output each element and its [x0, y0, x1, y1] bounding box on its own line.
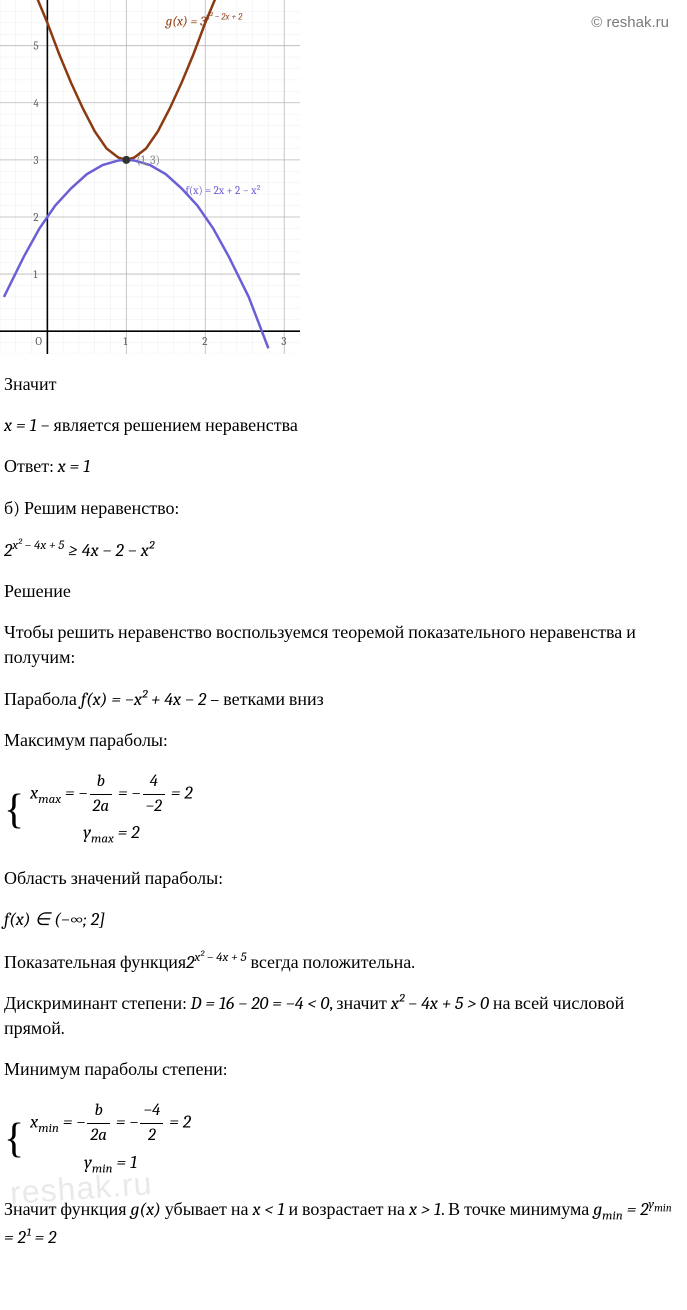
content-body: Значит x = 1 − является решением неравен… — [0, 372, 687, 1251]
final-line: Значит функция g(x) убывает на x < 1 и в… — [4, 1196, 683, 1251]
math-expr: D = 16 − 20 = −4 < 0 — [191, 993, 330, 1014]
text-span: Показательная функция — [4, 952, 186, 973]
brace-icon: { — [4, 789, 24, 831]
svg-text:(1, 3): (1, 3) — [136, 153, 160, 167]
text-line: Дискриминант степени: D = 16 − 20 = −4 <… — [4, 991, 683, 1041]
xmin-line: xmin = −b2a = −−42 = 2 — [30, 1098, 191, 1149]
frac-num: b — [90, 770, 113, 795]
text-line: Область значений параболы: — [4, 866, 683, 891]
svg-text:2: 2 — [33, 211, 38, 224]
answer-label: Ответ: — [4, 456, 58, 477]
chart-svg: 1 2 3 O 1 2 3 4 5 g(x) = 3x² − 2x + 2 f(x) = 2x + … — [0, 0, 300, 354]
text-span: и возрастает на — [284, 1199, 409, 1220]
frac-den: 2a — [87, 1124, 110, 1148]
text-span: – ветками вниз — [206, 689, 324, 710]
math-sub: min — [38, 1121, 59, 1136]
math-op: = − — [114, 782, 141, 803]
frac-num: b — [87, 1099, 110, 1124]
text-line: Парабола f(x) = −x² + 4x − 2 – ветками в… — [4, 687, 683, 712]
math-result: = 2 — [167, 782, 193, 803]
frac-num: 4 — [143, 770, 165, 795]
math-sup: x² − 4x + 5 — [194, 950, 246, 965]
svg-text:g(x) = 3x² − 2x + 2: g(x) = 3x² − 2x + 2 — [165, 13, 243, 30]
brace-icon: { — [4, 1118, 24, 1160]
text-line: Показательная функция2x² − 4x + 5 всегда… — [4, 949, 683, 975]
xmax-line: xmax = −b2a = −4−2 = 2 — [30, 769, 192, 820]
text-line: Значит — [4, 372, 683, 397]
svg-text:O: O — [35, 335, 42, 348]
min-system: { xmin = −b2a = −−42 = 2 ymin = 1 — [4, 1098, 683, 1179]
svg-text:3: 3 — [281, 335, 286, 348]
math-op: = − — [61, 782, 88, 803]
text-line: x = 1 − является решением неравенства — [4, 413, 683, 438]
svg-text:f(x) = 2x + 2 − x²: f(x) = 2x + 2 − x² — [186, 184, 261, 197]
math-expr: f(x) = −x² + 4x − 2 — [81, 689, 206, 710]
answer-line: Ответ: x = 1 — [4, 454, 683, 479]
math-expr: x > 1 — [409, 1199, 441, 1220]
max-system: { xmax = −b2a = −4−2 = 2 ymax = 2 — [4, 769, 683, 850]
svg-text:1: 1 — [123, 335, 128, 348]
frac-den: 2 — [140, 1124, 163, 1148]
math-var: g — [593, 1199, 602, 1220]
text-span: Парабола — [4, 689, 81, 710]
ymin-line: ymin = 1 — [30, 1149, 191, 1180]
svg-text:3: 3 — [33, 154, 38, 167]
text-span: убывает на — [161, 1199, 253, 1220]
svg-text:5: 5 — [33, 40, 38, 53]
text-line: Чтобы решить неравенство воспользуемся т… — [4, 620, 683, 670]
math-var: x — [30, 1112, 38, 1133]
text-span: , значит — [329, 993, 391, 1014]
section-header: б) Решим неравенство: — [4, 496, 683, 521]
text-span: является решением неравенства — [54, 415, 298, 436]
svg-text:4: 4 — [33, 97, 39, 110]
math-result: = 2¹ = 2 — [4, 1227, 56, 1248]
math-rhs: ≥ 4x − 2 − x² — [64, 540, 154, 561]
math-expr: x = 1 − — [4, 415, 54, 436]
math-var: x — [30, 782, 38, 803]
inequality-expr: 2x² − 4x + 5 ≥ 4x − 2 − x² — [4, 537, 683, 563]
math-op: = 2 — [623, 1199, 649, 1220]
math-var: y — [84, 1152, 92, 1173]
math-sub: max — [38, 792, 61, 807]
math-result: = 2 — [114, 822, 140, 843]
math-expr: x² − 4x + 5 > 0 — [391, 993, 489, 1014]
math-sup: x² − 4x + 5 — [12, 538, 64, 553]
math-sub: min — [92, 1162, 113, 1177]
math-expr: x < 1 — [252, 1199, 284, 1220]
solution-header: Решение — [4, 579, 683, 604]
text-span: Значит функция — [4, 1199, 131, 1220]
text-line: Минимум параболы степени: — [4, 1057, 683, 1082]
math-result: = 1 — [113, 1152, 138, 1173]
math-expr: x = 1 — [58, 456, 91, 477]
text-line: Максимум параболы: — [4, 728, 683, 753]
ymax-line: ymax = 2 — [30, 819, 192, 850]
math-sub: min — [602, 1208, 623, 1223]
math-var: y — [83, 822, 91, 843]
frac-den: −2 — [143, 795, 165, 819]
math-expr: g(x) — [131, 1199, 161, 1220]
range-expr: f(x) ∈ (−∞; 2] — [4, 907, 683, 932]
text-span: Дискриминант степени: — [4, 993, 191, 1014]
frac-den: 2a — [90, 795, 113, 819]
math-result: = 2 — [165, 1112, 191, 1133]
chart-graph: 1 2 3 O 1 2 3 4 5 g(x) = 3x² − 2x + 2 f(x) = 2x + … — [0, 0, 300, 354]
math-op: = − — [59, 1112, 86, 1133]
text-span: всегда положительна. — [246, 952, 415, 973]
svg-text:1: 1 — [33, 268, 38, 281]
math-sub: min — [654, 1201, 672, 1214]
svg-text:2: 2 — [202, 335, 207, 348]
math-sub: max — [91, 832, 114, 847]
watermark-top: © reshak.ru — [591, 12, 669, 33]
math-op: = − — [112, 1112, 139, 1133]
frac-num: −4 — [140, 1099, 163, 1124]
text-span: . В точке минимума — [441, 1199, 593, 1220]
